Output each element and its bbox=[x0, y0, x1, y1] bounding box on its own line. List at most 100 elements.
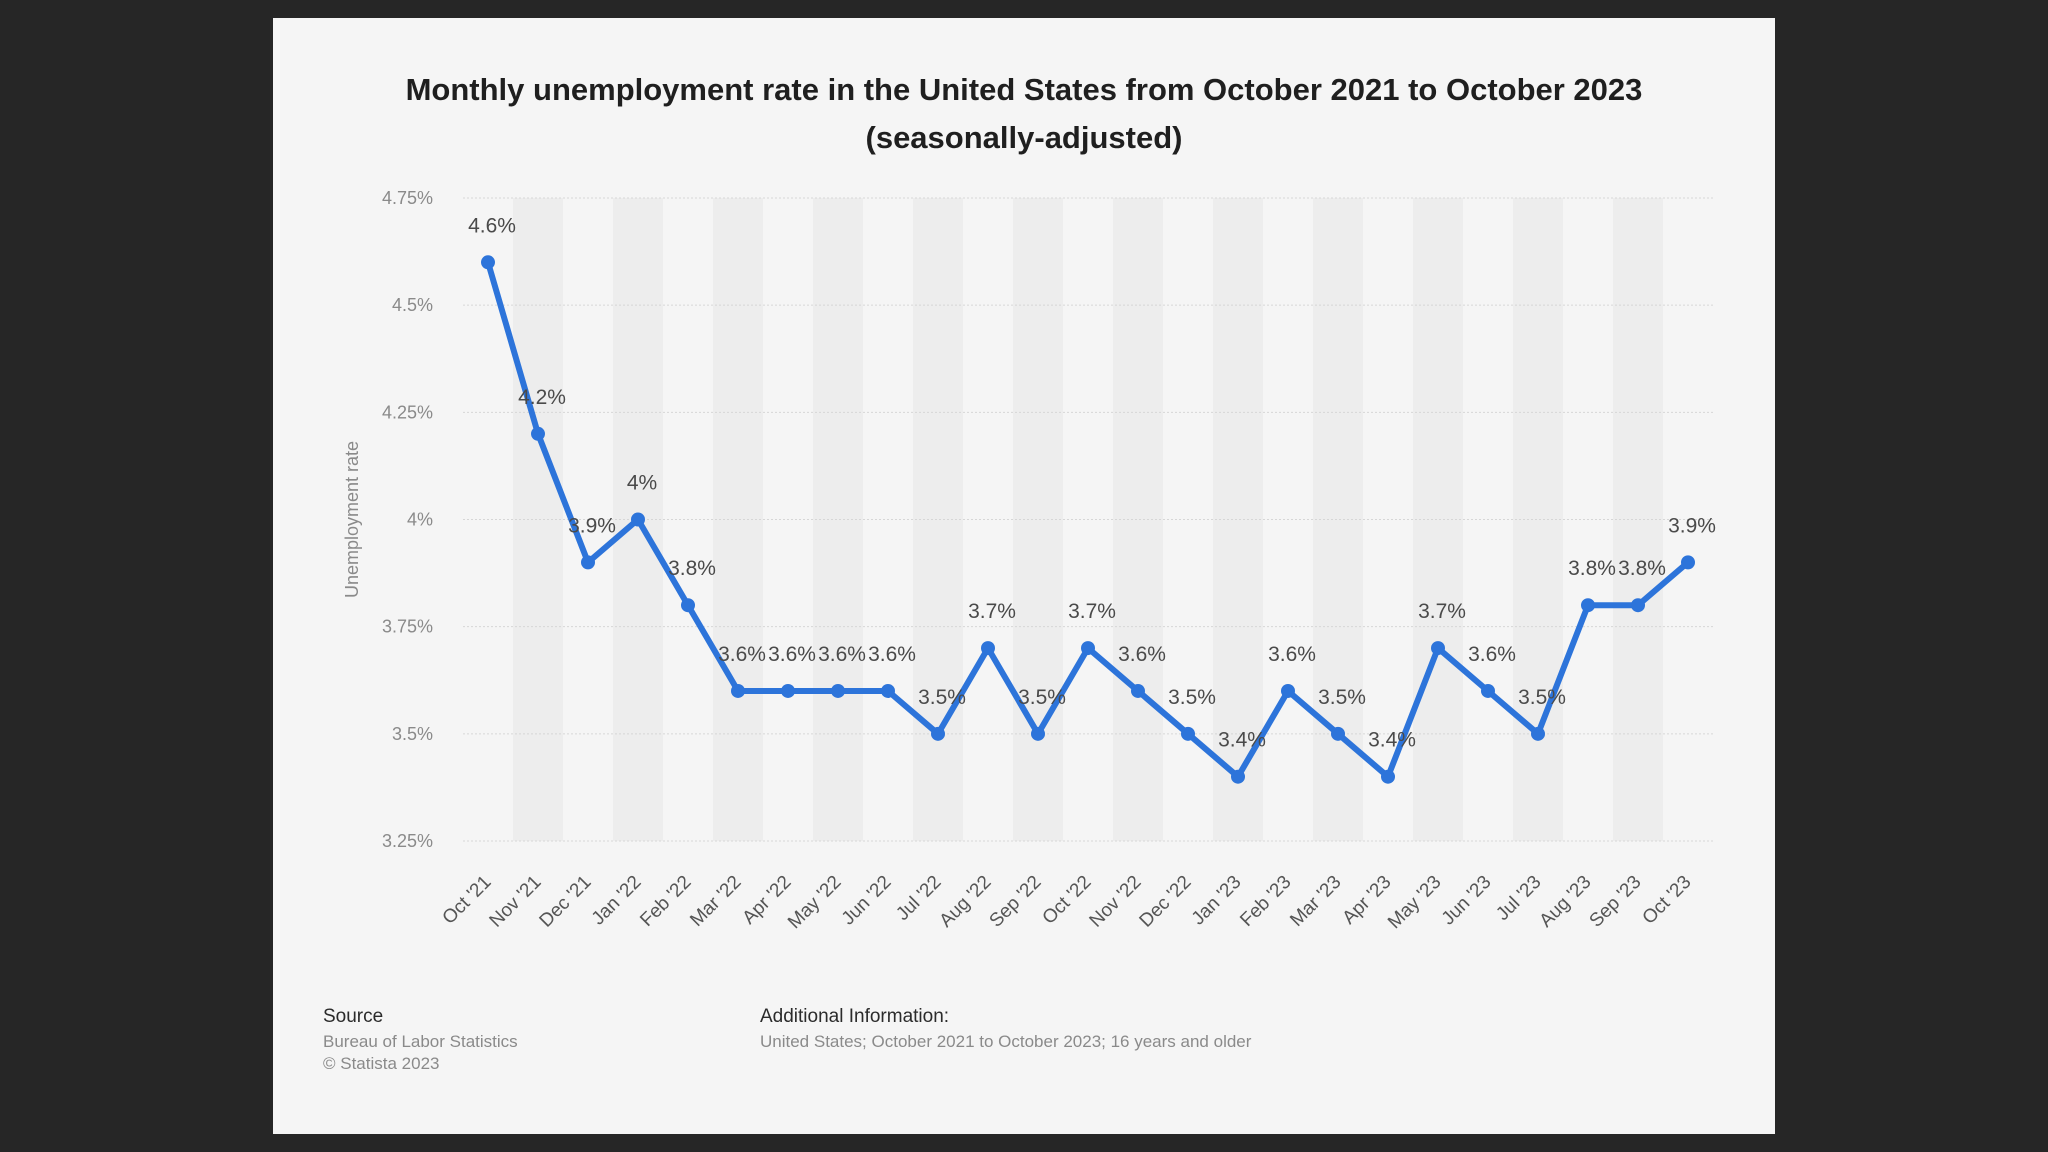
data-point[interactable] bbox=[631, 512, 645, 527]
x-tick-label: Feb '22 bbox=[636, 872, 695, 931]
source-heading: Source bbox=[323, 1006, 384, 1027]
data-point[interactable] bbox=[1481, 683, 1495, 698]
data-label: 3.4% bbox=[1368, 729, 1416, 752]
data-point[interactable] bbox=[731, 683, 745, 698]
data-point[interactable] bbox=[681, 598, 695, 613]
data-label: 3.6% bbox=[1268, 643, 1316, 666]
data-label: 3.5% bbox=[1518, 686, 1566, 709]
data-label: 3.9% bbox=[1668, 514, 1716, 537]
line-chart: 4.75% 4.5% 4.25% 4% 3.75% 3.5% 3.25% Unemploym… bbox=[342, 188, 1716, 933]
x-tick-label: Oct '22 bbox=[1039, 872, 1096, 929]
data-point[interactable] bbox=[531, 426, 545, 441]
x-tick-label: Jun '23 bbox=[1438, 872, 1496, 930]
data-point[interactable] bbox=[1581, 598, 1595, 613]
y-tick-label: 4% bbox=[407, 510, 433, 530]
x-tick-label: Sep '23 bbox=[1586, 872, 1646, 932]
data-point[interactable] bbox=[881, 683, 895, 698]
grid-lines bbox=[463, 197, 1713, 842]
data-points bbox=[481, 255, 1695, 784]
data-point[interactable] bbox=[1131, 683, 1145, 698]
data-label: 4.6% bbox=[468, 214, 516, 237]
x-tick-label: Jun '22 bbox=[838, 872, 896, 930]
data-labels: 4.6%4.2%3.9%4%3.8%3.6% 3.6% 3.6% 3.6%3.5%3.… bbox=[468, 214, 1716, 751]
data-label: 3.8% bbox=[1618, 557, 1666, 580]
x-tick-label: Oct '21 bbox=[439, 872, 496, 929]
data-label: 3.6% bbox=[868, 643, 916, 666]
y-tick-label: 4.75% bbox=[382, 188, 433, 208]
column-band bbox=[1113, 198, 1163, 841]
data-label: 3.5% bbox=[918, 686, 966, 709]
data-point[interactable] bbox=[931, 726, 945, 741]
data-point[interactable] bbox=[481, 255, 495, 270]
y-tick-label: 4.5% bbox=[392, 295, 433, 315]
x-tick-label: Oct '23 bbox=[1639, 872, 1696, 929]
x-tick-label: Mar '23 bbox=[1286, 872, 1345, 931]
column-band bbox=[1413, 198, 1463, 841]
data-label: 3.6% bbox=[1468, 643, 1516, 666]
data-label: 3.8% bbox=[668, 557, 716, 580]
chart-title-line-2: (seasonally-adjusted) bbox=[865, 120, 1183, 155]
y-axis-label: Unemployment rate bbox=[342, 441, 362, 598]
data-point[interactable] bbox=[1181, 726, 1195, 741]
column-band bbox=[513, 198, 563, 841]
x-tick-label: Jan '23 bbox=[1188, 872, 1246, 930]
data-label: 3.6% bbox=[718, 643, 766, 666]
additional-info-text: United States; October 2021 to October 2… bbox=[760, 1032, 1252, 1051]
column-band bbox=[1213, 198, 1263, 841]
data-label: 3.7% bbox=[968, 600, 1016, 623]
x-tick-label: May '22 bbox=[784, 872, 845, 933]
data-label: 3.6% bbox=[818, 643, 866, 666]
y-tick-label: 3.25% bbox=[382, 831, 433, 851]
y-axis-ticks: 4.75% 4.5% 4.25% 4% 3.75% 3.5% 3.25% bbox=[382, 188, 433, 851]
data-point[interactable] bbox=[1681, 555, 1695, 570]
x-tick-label: Dec '22 bbox=[1136, 872, 1196, 932]
chart-title: Monthly unemployment rate in the United … bbox=[273, 66, 1775, 162]
additional-info-heading: Additional Information: bbox=[760, 1006, 950, 1027]
data-point[interactable] bbox=[1531, 726, 1545, 741]
data-label: 3.9% bbox=[568, 514, 616, 537]
data-label: 3.7% bbox=[1418, 600, 1466, 623]
data-point[interactable] bbox=[581, 555, 595, 570]
data-label: 4.2% bbox=[518, 386, 566, 409]
data-point[interactable] bbox=[1631, 598, 1645, 613]
data-point[interactable] bbox=[1331, 726, 1345, 741]
source-publisher: Bureau of Labor Statistics bbox=[323, 1032, 518, 1051]
data-point[interactable] bbox=[1281, 683, 1295, 698]
data-point[interactable] bbox=[1381, 769, 1395, 784]
y-tick-label: 3.75% bbox=[382, 617, 433, 637]
chart-card: Monthly unemployment rate in the United … bbox=[273, 18, 1775, 1134]
data-point[interactable] bbox=[781, 683, 795, 698]
chart-title-line-1: Monthly unemployment rate in the United … bbox=[405, 72, 1643, 107]
x-tick-label: Feb '23 bbox=[1236, 872, 1295, 931]
data-point[interactable] bbox=[1081, 641, 1095, 656]
data-label: 3.5% bbox=[1318, 686, 1366, 709]
data-label: 3.6% bbox=[1118, 643, 1166, 666]
data-label: 3.7% bbox=[1068, 600, 1116, 623]
column-band bbox=[813, 198, 863, 841]
x-tick-label: Aug '22 bbox=[936, 872, 996, 932]
x-tick-label: Sep '22 bbox=[986, 872, 1046, 932]
x-tick-label: May '23 bbox=[1384, 872, 1445, 933]
data-point[interactable] bbox=[1431, 641, 1445, 656]
data-label: 3.6% bbox=[768, 643, 816, 666]
data-point[interactable] bbox=[831, 683, 845, 698]
data-label: 3.5% bbox=[1018, 686, 1066, 709]
x-tick-label: Nov '21 bbox=[486, 872, 546, 932]
y-tick-label: 4.25% bbox=[382, 402, 433, 422]
data-label: 3.8% bbox=[1568, 557, 1616, 580]
data-label: 4% bbox=[627, 472, 657, 495]
column-band bbox=[713, 198, 763, 841]
data-label: 3.4% bbox=[1218, 729, 1266, 752]
data-point[interactable] bbox=[1231, 769, 1245, 784]
data-point[interactable] bbox=[981, 641, 995, 656]
source-copyright[interactable]: © Statista 2023 bbox=[323, 1054, 440, 1073]
y-tick-label: 3.5% bbox=[392, 724, 433, 744]
x-tick-label: Nov '22 bbox=[1086, 872, 1146, 932]
x-tick-label: Mar '22 bbox=[686, 872, 745, 931]
column-band bbox=[1613, 198, 1663, 841]
data-point[interactable] bbox=[1031, 726, 1045, 741]
x-tick-label: Jan '22 bbox=[588, 872, 646, 930]
x-tick-label: Dec '21 bbox=[536, 872, 596, 932]
data-label: 3.5% bbox=[1168, 686, 1216, 709]
